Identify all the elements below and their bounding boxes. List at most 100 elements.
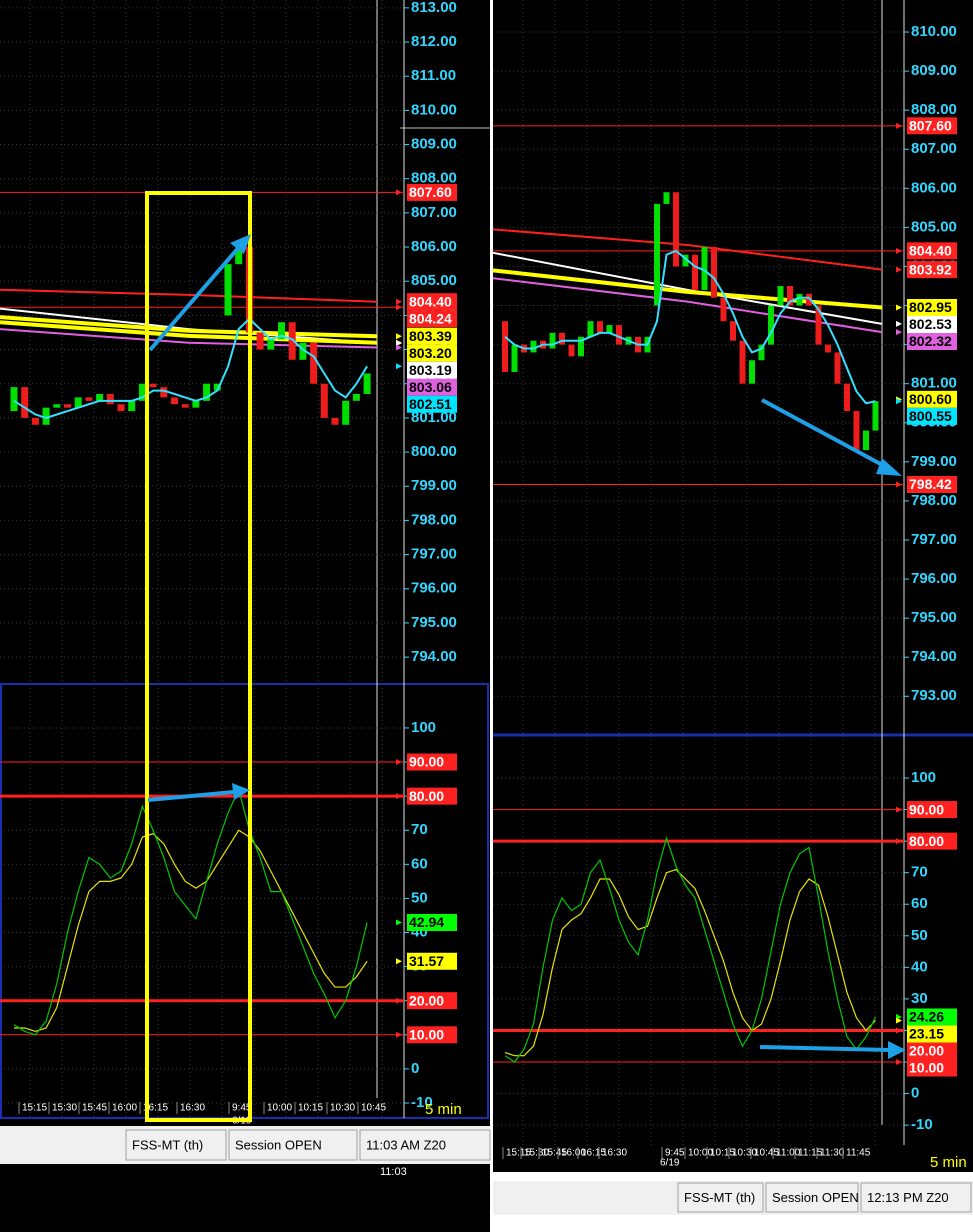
price-average-line xyxy=(13,317,368,419)
level-marker xyxy=(896,122,902,129)
price-label: 804.24 xyxy=(409,310,452,326)
candle xyxy=(21,387,29,418)
candle xyxy=(331,417,339,425)
arrow xyxy=(761,398,889,470)
candle xyxy=(616,325,622,345)
price-label: 20.00 xyxy=(409,992,444,1008)
y-tick-label: 794.00 xyxy=(911,648,957,665)
price-label: 807.60 xyxy=(409,184,452,200)
candle xyxy=(342,400,350,425)
candle xyxy=(597,321,603,333)
price-label: 803.19 xyxy=(409,362,452,378)
y-tick-label: 100 xyxy=(911,769,936,786)
level-marker xyxy=(396,363,402,370)
candle xyxy=(796,293,803,306)
y-tick-label: 100 xyxy=(411,719,436,736)
candle xyxy=(758,344,765,361)
y-tick-label: 807.00 xyxy=(911,140,957,157)
candle xyxy=(692,254,698,290)
price-label: 20.00 xyxy=(909,1043,944,1059)
price-label: 90.00 xyxy=(409,754,444,770)
time-label: 16:00 xyxy=(112,1103,137,1114)
candle xyxy=(568,344,575,357)
level-marker xyxy=(896,320,902,327)
level-marker xyxy=(396,333,402,340)
candle xyxy=(606,325,613,333)
y-tick-label: 30 xyxy=(911,990,928,1007)
status-text: Session OPEN xyxy=(235,1137,322,1152)
level-marker xyxy=(396,298,402,305)
y-tick-label: 799.00 xyxy=(911,453,957,470)
price-label-box xyxy=(907,1025,957,1043)
candle xyxy=(701,246,708,290)
level-marker xyxy=(396,759,402,766)
price-label: 31.57 xyxy=(409,953,444,969)
price-label: 24.26 xyxy=(909,1009,944,1025)
time-label: 15:15 xyxy=(22,1103,47,1114)
time-label: 16:15 xyxy=(581,1148,606,1159)
y-tick-label: 794.00 xyxy=(411,648,457,665)
candle xyxy=(806,293,812,306)
y-tick-label: 807.00 xyxy=(411,204,457,221)
candle xyxy=(777,286,784,306)
price-label-box xyxy=(407,293,457,311)
level-marker xyxy=(396,340,402,347)
level-marker xyxy=(396,793,402,800)
price-label: 802.51 xyxy=(409,396,452,412)
level-marker xyxy=(396,304,402,311)
price-label: 10.00 xyxy=(909,1060,944,1076)
highlight-box xyxy=(145,191,252,1122)
price-label: 803.92 xyxy=(909,261,952,277)
candle xyxy=(310,342,318,384)
price-label-box xyxy=(407,992,457,1010)
price-label-box xyxy=(907,801,957,819)
price-label: 807.60 xyxy=(909,118,952,134)
price-label-box xyxy=(907,1008,957,1026)
y-tick-label: 50 xyxy=(411,889,428,906)
status-text: Session OPEN xyxy=(772,1190,859,1205)
price-label: 803.20 xyxy=(409,345,452,361)
price-label: 802.95 xyxy=(909,299,952,315)
price-label-box xyxy=(907,1059,957,1077)
right-window xyxy=(493,0,973,1172)
price-label-box xyxy=(407,361,457,379)
y-tick-label: 40 xyxy=(911,958,928,975)
arrow xyxy=(759,1045,891,1052)
moving-average xyxy=(0,288,378,303)
y-tick-label: 0 xyxy=(911,1085,919,1102)
price-label: 804.40 xyxy=(909,243,952,259)
y-tick-label: -10 xyxy=(911,1116,933,1133)
level-marker xyxy=(396,1031,402,1038)
price-label: 80.00 xyxy=(409,788,444,804)
level-marker xyxy=(896,247,902,254)
level-marker xyxy=(896,838,902,845)
candle xyxy=(181,404,189,408)
arrow xyxy=(147,790,235,802)
y-tick-label: 795.00 xyxy=(411,614,457,631)
stoch-slow-line xyxy=(504,868,876,1057)
time-label: 11:00 xyxy=(776,1148,801,1159)
moving-average xyxy=(0,320,378,345)
candle xyxy=(352,393,360,401)
y-tick-label: 810.00 xyxy=(411,101,457,118)
time-label: 16:30 xyxy=(602,1148,627,1159)
arrow-head xyxy=(876,458,902,476)
time-label: 15:30 xyxy=(52,1103,77,1114)
time-label: 11:45 xyxy=(846,1148,871,1159)
y-tick-label: 810.00 xyxy=(911,23,957,40)
y-tick-label: 809.00 xyxy=(911,62,957,79)
candle xyxy=(749,360,755,384)
y-tick-label: 800.00 xyxy=(411,443,457,460)
annotations xyxy=(145,191,906,1122)
candle xyxy=(682,254,689,267)
y-tick-label: 806.00 xyxy=(911,179,957,196)
right-status-bar xyxy=(493,1181,973,1215)
level-marker xyxy=(896,1059,902,1066)
time-label: 15:15 xyxy=(506,1148,531,1159)
arrow-head xyxy=(232,783,250,800)
candle xyxy=(853,411,860,451)
level-marker xyxy=(896,1017,902,1024)
time-label: 11:30 xyxy=(820,1148,845,1159)
time-label: 9:45 xyxy=(232,1103,252,1114)
